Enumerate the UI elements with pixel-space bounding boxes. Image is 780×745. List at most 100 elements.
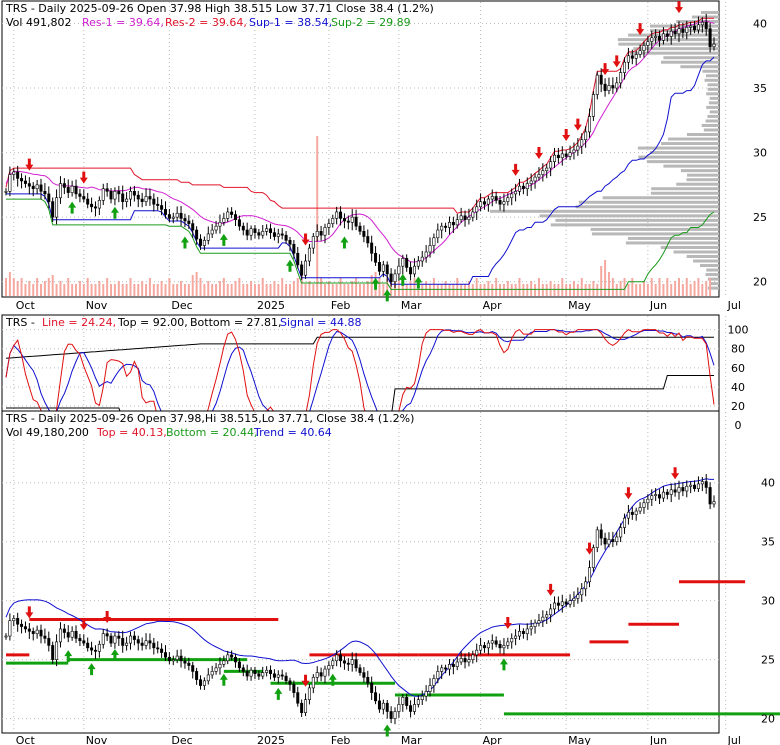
trend-candle-body: [327, 665, 331, 670]
price-x-tick-label: Nov: [86, 299, 108, 312]
volume-bar: [308, 281, 311, 296]
volume-profile-bar: [705, 74, 719, 78]
volume-bar: [316, 136, 319, 296]
trend-candle-body: [377, 700, 381, 710]
volume-bar: [662, 284, 665, 296]
candle-body: [315, 231, 319, 237]
price-x-tick-label: Jul: [727, 299, 741, 312]
candle-body: [8, 174, 12, 192]
volume-bar: [607, 272, 610, 296]
volume-profile-bar: [646, 160, 719, 164]
trend-candle-body: [623, 517, 627, 528]
trend-candle-body: [358, 667, 362, 673]
volume-bar: [436, 284, 439, 296]
candle-body: [171, 216, 175, 219]
trend-candle-body: [43, 635, 47, 639]
price-x-tick-label: Feb: [331, 299, 350, 312]
volume-bar: [145, 284, 148, 296]
volume-bar: [327, 281, 330, 296]
trend-sell-arrow: [585, 542, 594, 555]
volume-bar: [429, 284, 432, 296]
trend-candle-body: [163, 652, 167, 658]
trend-candle-body: [560, 601, 564, 606]
candle-body: [623, 61, 627, 73]
buy-arrow: [414, 276, 423, 289]
candle-body: [658, 36, 662, 41]
candle-body: [253, 228, 257, 233]
volume-bar: [195, 272, 198, 296]
candle-body: [564, 153, 568, 157]
trend-y-tick-label: 20: [761, 713, 775, 726]
volume-bar: [160, 281, 163, 296]
trend-candle-body: [241, 667, 245, 672]
trend-candle-body: [206, 674, 210, 682]
trend-candle-body: [580, 588, 584, 596]
volume-bar: [569, 284, 572, 296]
trend-candle-body: [607, 539, 611, 545]
trend-candle-body: [424, 691, 428, 697]
trend-candle-body: [253, 669, 257, 675]
trend-candle-body: [257, 673, 261, 677]
volume-bars: [5, 136, 712, 296]
volume-bar: [693, 281, 696, 296]
volume-bar: [250, 281, 253, 296]
price-y-tick-label: 20: [753, 276, 767, 289]
trend-candle-body: [47, 638, 51, 646]
trend-candle-body: [237, 661, 241, 669]
volume-bar: [5, 278, 7, 296]
osc-header-top: Top = 92.00,: [117, 316, 188, 329]
trend-candle-body: [35, 629, 39, 634]
candle-body: [12, 171, 16, 175]
candle-body: [405, 258, 409, 268]
volume-bar: [67, 278, 70, 296]
trend-candle-body: [16, 618, 20, 625]
volume-bar: [670, 284, 673, 296]
volume-bar: [211, 284, 214, 296]
volume-bar: [152, 284, 155, 296]
trend-candle-body: [300, 702, 304, 713]
trend-candle-body: [467, 659, 471, 663]
candle-body: [556, 154, 560, 159]
trend-candle-body: [74, 631, 78, 639]
trend-candle-body: [463, 658, 467, 663]
volume-bar: [526, 284, 529, 296]
trend-candle-body: [370, 682, 374, 693]
trend-candle-body: [195, 671, 199, 680]
price-header-res1: Res-1 = 39.64,: [82, 16, 164, 29]
candle-body: [148, 196, 152, 200]
trend-candle-body: [218, 664, 222, 669]
price-y-tick-label: 30: [753, 147, 767, 160]
candle-body: [362, 231, 366, 237]
trend-candle-body: [183, 660, 187, 664]
volume-profile-bar: [701, 123, 719, 127]
osc-main-line: [5, 328, 715, 426]
trend-candle-body: [374, 692, 378, 702]
volume-bar: [510, 284, 513, 296]
volume-bar: [98, 281, 101, 296]
trend-candle-body: [595, 529, 599, 548]
candle-body: [642, 45, 646, 51]
osc-y-tick-label: 60: [731, 362, 745, 375]
volume-bar: [71, 284, 74, 296]
trend-candle-body: [66, 632, 70, 638]
candle-body: [463, 215, 467, 221]
candle-body: [455, 219, 459, 226]
volume-bar: [191, 275, 194, 296]
trend-candle-body: [591, 547, 595, 568]
candle-body: [125, 198, 129, 202]
volume-bar: [215, 284, 218, 296]
candle-body: [280, 233, 284, 236]
volume-bar: [148, 278, 151, 296]
trend-candle-body: [288, 680, 292, 685]
volume-profile-bar: [680, 169, 719, 173]
volume-bar: [261, 278, 264, 296]
volume-bar: [596, 284, 599, 296]
candle-body: [214, 225, 218, 231]
trend-x-tick-label: Apr: [483, 734, 503, 745]
trend-x-tick-label: May: [568, 734, 591, 745]
candle-body: [580, 139, 584, 147]
volume-profile-bar: [489, 209, 719, 213]
trend-candle-body: [494, 640, 498, 645]
candle-body: [4, 191, 8, 193]
trend-candle-body: [502, 645, 506, 649]
